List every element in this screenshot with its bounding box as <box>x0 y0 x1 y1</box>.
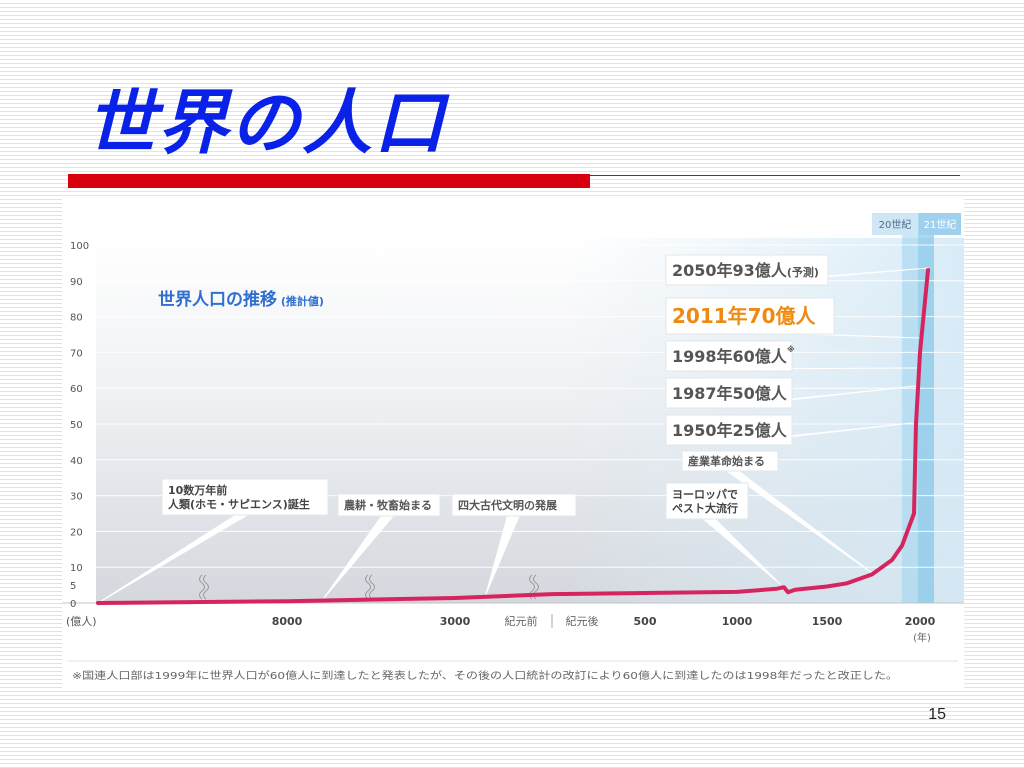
chart-footnote: ※国連人口部は1999年に世界人口が60億人に到達したと発表したが、その後の人口… <box>72 669 898 682</box>
data-point <box>453 596 457 600</box>
callout-text: ヨーロッパで <box>672 488 738 501</box>
callout-box <box>665 414 793 446</box>
callout-label: 四大古代文明の発展 <box>458 498 558 512</box>
callout-box <box>665 482 749 520</box>
callout-main-text: 2011年70億人 <box>672 304 816 328</box>
data-point <box>550 592 554 596</box>
callout-main-text: 四大古代文明の発展 <box>458 498 558 512</box>
callout-box <box>665 254 829 286</box>
data-point <box>643 591 647 595</box>
callout-main-text: 1987年50億人 <box>672 384 788 403</box>
title-underline-thick <box>68 174 590 188</box>
x-tick-label: 2000 <box>905 615 936 628</box>
data-point <box>926 268 930 272</box>
y-tick-label: 60 <box>70 384 83 395</box>
callout-box <box>665 340 793 372</box>
x-tick-label: 3000 <box>440 615 471 628</box>
chart-title-note: (推計値) <box>277 294 324 308</box>
y-tick-label: 0 <box>70 599 76 610</box>
callout-mark: ※ <box>787 344 795 354</box>
callout-text: 10数万年前 <box>168 483 227 497</box>
page-number: 15 <box>928 706 946 723</box>
footnote-area <box>62 661 964 690</box>
x-tick-label: 紀元前 <box>505 614 538 628</box>
chart-title: 世界人口の推移 (推計値) <box>158 289 324 310</box>
chart-title-main: 世界人口の推移 <box>158 289 277 310</box>
era-label-21st: 21世紀 <box>924 218 957 231</box>
callout-box <box>161 478 329 516</box>
callout-box <box>665 297 835 335</box>
data-point <box>793 588 797 592</box>
series-line-0 <box>96 268 930 605</box>
callout-label: 農耕・牧畜始まる <box>344 498 432 512</box>
data-point <box>786 590 790 594</box>
x-tick-label: 500 <box>634 615 657 628</box>
y-tick-label: 30 <box>70 492 83 503</box>
data-point <box>916 386 920 390</box>
data-point <box>912 512 916 515</box>
y-tick-label: 10 <box>70 563 83 574</box>
data-point <box>782 585 786 589</box>
callout-main-text: 2050年93億人 <box>672 261 788 280</box>
x-axis-area <box>62 603 964 653</box>
slide-title: 世界の人口 <box>86 82 446 164</box>
callout-label: 1998年60億人※ <box>672 344 795 366</box>
callout-main-text: 農耕・牧畜始まる <box>344 498 432 512</box>
data-point <box>870 572 874 576</box>
data-point <box>918 350 922 354</box>
callout-label: 2050年93億人(予測) <box>672 261 819 280</box>
data-point <box>285 599 289 603</box>
x-tick-label: 1500 <box>812 615 843 628</box>
axis-break-mark <box>199 574 209 600</box>
callout-main-text: 1998年60億人 <box>672 347 788 366</box>
y-tick-label: 20 <box>70 527 83 538</box>
data-point <box>96 601 100 605</box>
x-tick-label: 1000 <box>722 615 753 628</box>
callout-label: 1950年25億人 <box>672 421 788 440</box>
callout-box <box>681 450 779 472</box>
callout-label: 2011年70億人 <box>672 304 816 328</box>
x-tick-label: 8000 <box>272 615 303 628</box>
era-tab-20th <box>872 213 918 235</box>
callout-box <box>451 493 577 517</box>
callout-box <box>337 493 441 517</box>
callout-box <box>665 377 793 409</box>
y-tick-label: 70 <box>70 348 83 359</box>
data-point <box>845 581 849 585</box>
y-unit-label: (億人) <box>66 615 97 628</box>
y-tick-label: 100 <box>70 241 89 252</box>
era-band-21st <box>918 213 934 603</box>
data-point <box>775 587 779 591</box>
axis-break-mark <box>365 574 375 600</box>
y-tick-label: 80 <box>70 313 83 324</box>
era-tab-21st <box>919 213 961 235</box>
callout-text: 人類(ホモ・サピエンス)誕生 <box>168 497 310 511</box>
population-chart: 20世紀 21世紀 100 90 80 70 60 50 40 30 20 10 5 0 (億人) 8000 3… <box>62 198 964 690</box>
y-tick-label: 40 <box>70 456 83 467</box>
data-point <box>735 590 739 594</box>
x-tick-label: 紀元後 <box>566 614 599 628</box>
x-unit-label: (年) <box>913 631 931 644</box>
data-point <box>890 558 894 562</box>
callout-label: 産業革命始まる <box>688 454 765 468</box>
callout-main-text: 産業革命始まる <box>688 454 765 468</box>
data-point <box>914 422 918 426</box>
callout-label: 1987年50億人 <box>672 384 788 403</box>
y-tick-label: 50 <box>70 420 83 431</box>
callout-note: (予測) <box>787 265 819 279</box>
callout-main-text: 1950年25億人 <box>672 421 788 440</box>
y-tick-label: 5 <box>70 581 76 592</box>
callout-text: ペスト大流行 <box>672 501 738 515</box>
data-point <box>825 585 829 588</box>
title-underline-thin <box>590 175 960 176</box>
data-point <box>900 544 904 548</box>
y-tick-label: 90 <box>70 277 83 288</box>
era-label-20th: 20世紀 <box>879 218 912 231</box>
